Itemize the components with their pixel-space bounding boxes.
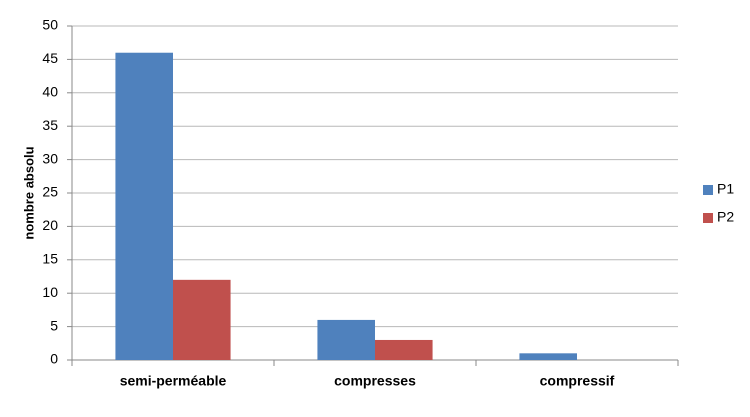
bar	[519, 353, 577, 360]
y-tick-label: 5	[50, 317, 58, 333]
legend-label: P1	[717, 181, 734, 197]
bar	[317, 319, 375, 360]
x-tick-label: semi-perméable	[120, 373, 227, 389]
y-tick-label: 40	[42, 84, 58, 100]
bar	[173, 279, 231, 360]
bar	[375, 339, 433, 360]
y-tick-label: 50	[42, 17, 58, 33]
y-tick-label: 0	[50, 351, 58, 367]
y-tick-label: 30	[42, 150, 58, 166]
y-tick-label: 10	[42, 284, 58, 300]
y-tick-label: 35	[42, 117, 58, 133]
bar	[115, 52, 173, 360]
y-tick-label: 45	[42, 50, 58, 66]
y-tick-label: 25	[42, 184, 58, 200]
x-tick-label: compresses	[334, 373, 416, 389]
legend-swatch	[703, 185, 713, 195]
y-axis-label: nombre absolu	[21, 146, 36, 239]
x-tick-label: compressif	[540, 373, 615, 389]
legend-label: P2	[717, 209, 734, 225]
y-tick-label: 20	[42, 217, 58, 233]
legend-swatch	[703, 213, 713, 223]
y-tick-label: 15	[42, 251, 58, 267]
